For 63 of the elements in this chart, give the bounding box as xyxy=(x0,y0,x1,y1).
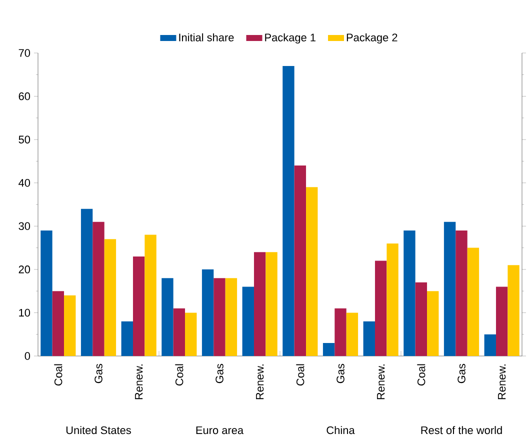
x-tick-label: Gas xyxy=(94,364,102,384)
bar xyxy=(144,234,156,356)
y-tick-label: 60 xyxy=(18,92,30,100)
bar xyxy=(334,308,346,356)
legend-label: Package 2 xyxy=(346,33,398,44)
bar xyxy=(162,278,174,356)
x-tick-label: Coal xyxy=(175,364,184,386)
bar xyxy=(496,286,508,356)
x-tick-label: Renew. xyxy=(135,364,143,400)
y-tick-label: 30 xyxy=(18,222,30,230)
bar xyxy=(225,278,238,356)
x-tick-label: Coal xyxy=(417,364,426,386)
bar xyxy=(415,282,428,356)
bar xyxy=(282,66,294,356)
y-tick-label: 10 xyxy=(19,308,30,317)
bar xyxy=(104,239,116,356)
text: China xyxy=(326,426,355,434)
legend-label: Initial share xyxy=(179,33,234,42)
bar xyxy=(427,291,439,356)
bar xyxy=(80,208,93,356)
bar xyxy=(467,248,480,356)
bar xyxy=(266,252,278,356)
bar xyxy=(92,222,104,356)
bar xyxy=(214,278,226,356)
bar xyxy=(444,222,456,356)
bar xyxy=(306,187,318,356)
text: Rest of the world xyxy=(421,426,502,434)
x-tick-label: Gas xyxy=(216,364,224,384)
bar xyxy=(40,230,52,356)
y-tick-label: 70 xyxy=(18,49,30,57)
bar xyxy=(294,166,306,356)
bar xyxy=(242,286,254,356)
x-tick-label: Renew. xyxy=(256,364,264,400)
bar xyxy=(52,291,64,356)
bar xyxy=(64,295,76,356)
bar xyxy=(363,321,375,356)
y-tick-label: 40 xyxy=(18,178,30,187)
text: United States xyxy=(66,426,131,434)
bar xyxy=(456,230,468,356)
bar xyxy=(484,334,496,356)
x-tick-label: Gas xyxy=(336,364,344,384)
bar xyxy=(132,256,145,356)
x-tick-label: Coal xyxy=(54,364,62,386)
y-tick-label: 0 xyxy=(24,352,30,360)
legend-label: Package 1 xyxy=(265,33,316,44)
bar xyxy=(202,269,214,356)
bar xyxy=(254,252,266,356)
bar xyxy=(322,343,335,356)
x-tick-label: Renew. xyxy=(377,364,385,400)
bar xyxy=(374,260,387,356)
bar xyxy=(185,312,197,356)
bar xyxy=(173,308,186,356)
y-tick-label: 20 xyxy=(18,266,30,274)
text: Euro area xyxy=(196,426,244,434)
x-tick-label: Gas xyxy=(458,364,466,384)
bar xyxy=(508,265,520,356)
y-tick-label: 50 xyxy=(18,136,30,144)
x-tick-label: Coal xyxy=(296,364,304,386)
bar xyxy=(121,321,133,356)
bar xyxy=(346,312,358,356)
bar xyxy=(404,230,416,356)
bar xyxy=(386,243,398,356)
x-tick-label: Renew. xyxy=(498,364,506,400)
